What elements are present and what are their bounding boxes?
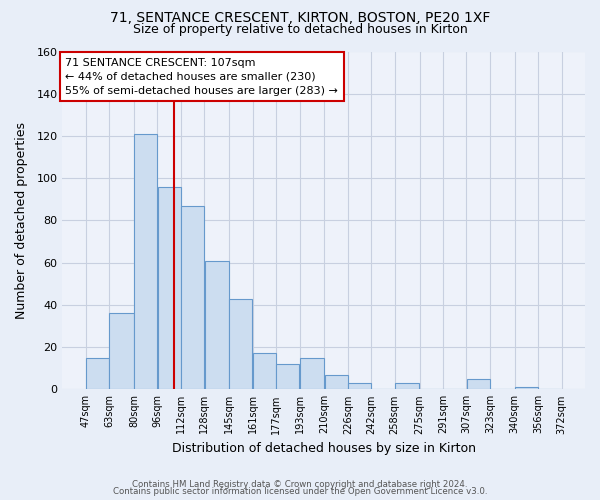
Bar bbox=[158, 186, 181, 390]
X-axis label: Distribution of detached houses by size in Kirton: Distribution of detached houses by size … bbox=[172, 442, 476, 455]
Text: Contains HM Land Registry data © Crown copyright and database right 2024.: Contains HM Land Registry data © Crown c… bbox=[132, 480, 468, 489]
Bar bbox=[181, 206, 204, 390]
Bar bbox=[515, 387, 538, 390]
Text: 71, SENTANCE CRESCENT, KIRTON, BOSTON, PE20 1XF: 71, SENTANCE CRESCENT, KIRTON, BOSTON, P… bbox=[110, 12, 490, 26]
Bar bbox=[109, 314, 134, 390]
Y-axis label: Number of detached properties: Number of detached properties bbox=[15, 122, 28, 319]
Text: 71 SENTANCE CRESCENT: 107sqm
← 44% of detached houses are smaller (230)
55% of s: 71 SENTANCE CRESCENT: 107sqm ← 44% of de… bbox=[65, 58, 338, 96]
Text: Contains public sector information licensed under the Open Government Licence v3: Contains public sector information licen… bbox=[113, 488, 487, 496]
Bar bbox=[229, 298, 253, 390]
Bar bbox=[205, 260, 229, 390]
Bar bbox=[253, 354, 276, 390]
Bar bbox=[348, 383, 371, 390]
Bar bbox=[395, 383, 419, 390]
Bar bbox=[325, 374, 347, 390]
Bar bbox=[86, 358, 109, 390]
Bar bbox=[276, 364, 299, 390]
Text: Size of property relative to detached houses in Kirton: Size of property relative to detached ho… bbox=[133, 22, 467, 36]
Bar bbox=[467, 378, 490, 390]
Bar bbox=[300, 358, 324, 390]
Bar bbox=[134, 134, 157, 390]
